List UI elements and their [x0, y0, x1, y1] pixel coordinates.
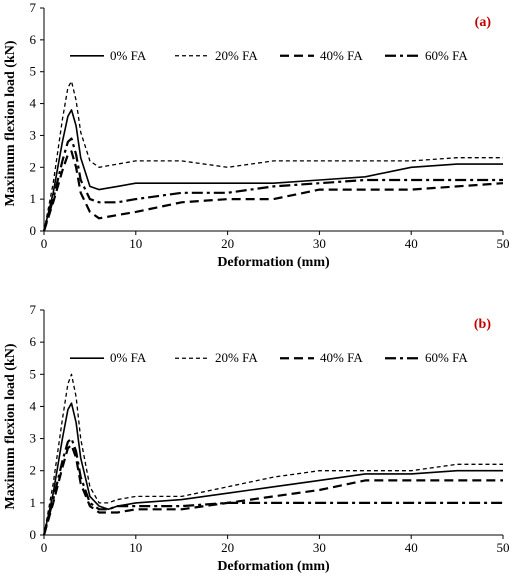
series-line-0-fafa: [43, 402, 503, 536]
panel-label: (b): [474, 317, 491, 332]
y-tick-label: 6: [30, 32, 37, 47]
x-tick-label: 50: [497, 236, 510, 251]
x-tick-label: 0: [41, 540, 48, 555]
x-tick-label: 30: [313, 236, 326, 251]
series-line-40-fafa: [42, 150, 504, 232]
x-axis-label: Deformation (mm): [217, 255, 330, 270]
series-line-0-fafa: [43, 109, 503, 232]
legend-entry: 20% FA: [215, 48, 258, 63]
x-tick-label: 40: [405, 236, 418, 251]
legend-entry: 0% FA: [110, 48, 147, 63]
chart-panel-a: 0 1 2 3 4 5 6 7 0 10 20 30 40 50 Deformation (mm) Maxim…: [3, 0, 510, 270]
y-tick-label: 0: [30, 223, 37, 238]
x-tick-label: 20: [221, 236, 234, 251]
series-line-40-fafa: [42, 443, 503, 536]
series-line-20-fafa: [43, 373, 503, 536]
x-tick-label: 10: [129, 236, 142, 251]
series-line-20-fafa: [43, 80, 503, 232]
y-tick-label: 7: [30, 0, 37, 15]
legend-entry: 0% FA: [110, 350, 147, 365]
legend-entry: 40% FA: [320, 350, 363, 365]
y-tick-label: 2: [30, 463, 37, 478]
y-tick-label: 2: [30, 159, 37, 174]
y-tick-label: 7: [30, 302, 37, 317]
x-tick-label: 10: [129, 540, 142, 555]
legend-entry: 40% FA: [320, 48, 363, 63]
y-tick-label: 5: [30, 64, 37, 79]
series-line-60-fafa: [42, 437, 503, 536]
panel-label: (a): [475, 15, 492, 30]
legend-entry: 60% FA: [425, 48, 468, 63]
legend-entry: 20% FA: [215, 350, 258, 365]
x-tick-label: 0: [41, 236, 48, 251]
y-tick-label: 6: [30, 334, 37, 349]
x-axis-label: Deformation (mm): [217, 559, 330, 574]
y-tick-label: 4: [30, 398, 37, 413]
x-tick-label: 40: [405, 540, 418, 555]
legend-entry: 60% FA: [425, 350, 468, 365]
x-tick-label: 50: [497, 540, 510, 555]
y-tick-label: 3: [30, 431, 37, 446]
y-tick-label: 5: [30, 366, 37, 381]
y-tick-label: 3: [30, 127, 37, 142]
y-tick-label: 4: [30, 96, 37, 111]
x-tick-label: 30: [313, 540, 326, 555]
x-tick-label: 20: [221, 540, 234, 555]
y-axis-label: Maximum flexion load (kN): [3, 40, 18, 206]
series-line-60-fafa: [42, 137, 503, 232]
chart-panel-b: 0 1 2 3 4 5 6 7 0 10 20 30 40 50 Deformation (mm) Maxim…: [3, 302, 510, 574]
y-tick-label: 0: [30, 527, 37, 542]
y-tick-label: 1: [30, 191, 37, 206]
y-tick-label: 1: [30, 495, 37, 510]
y-axis-label: Maximum flexion load (kN): [3, 343, 18, 509]
